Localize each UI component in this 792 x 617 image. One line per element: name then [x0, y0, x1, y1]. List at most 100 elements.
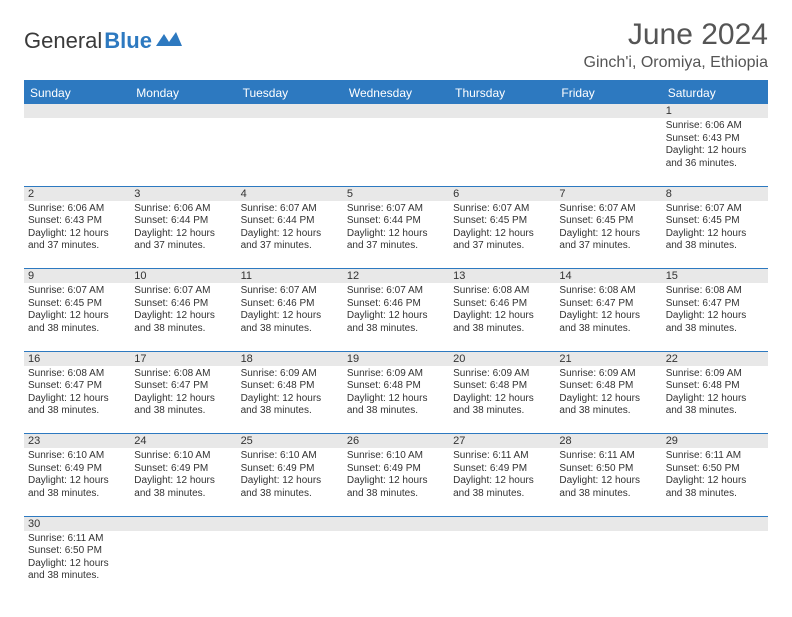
month-title: June 2024	[584, 18, 768, 52]
day-number	[343, 104, 449, 118]
calendar-page: GeneralBlue June 2024 Ginch'i, Oromiya, …	[0, 0, 792, 617]
day-cell: Sunrise: 6:10 AMSunset: 6:49 PMDaylight:…	[24, 448, 130, 516]
sunset-line: Sunset: 6:46 PM	[347, 298, 445, 311]
day-number: 7	[555, 186, 661, 201]
day-number: 30	[24, 516, 130, 531]
sunset-line: Sunset: 6:49 PM	[241, 463, 339, 476]
week-row: Sunrise: 6:07 AMSunset: 6:45 PMDaylight:…	[24, 283, 768, 351]
sunrise-line: Sunrise: 6:07 AM	[347, 285, 445, 298]
day-cell: Sunrise: 6:09 AMSunset: 6:48 PMDaylight:…	[449, 366, 555, 434]
day-number: 4	[237, 186, 343, 201]
day-number: 22	[662, 351, 768, 366]
day-cell: Sunrise: 6:07 AMSunset: 6:44 PMDaylight:…	[343, 201, 449, 269]
flag-icon	[156, 28, 182, 54]
day-number: 26	[343, 434, 449, 449]
brand-logo: GeneralBlue	[24, 28, 182, 54]
sunrise-line: Sunrise: 6:08 AM	[134, 368, 232, 381]
sunrise-line: Sunrise: 6:10 AM	[241, 450, 339, 463]
sunset-line: Sunset: 6:48 PM	[666, 380, 764, 393]
daylight-line: Daylight: 12 hours and 38 minutes.	[559, 310, 657, 335]
day-number	[130, 516, 236, 531]
daylight-line: Daylight: 12 hours and 38 minutes.	[347, 475, 445, 500]
sunrise-line: Sunrise: 6:07 AM	[28, 285, 126, 298]
week-row: Sunrise: 6:06 AMSunset: 6:43 PMDaylight:…	[24, 118, 768, 186]
daylight-line: Daylight: 12 hours and 38 minutes.	[666, 310, 764, 335]
sunset-line: Sunset: 6:49 PM	[347, 463, 445, 476]
daylight-line: Daylight: 12 hours and 38 minutes.	[347, 310, 445, 335]
day-cell: Sunrise: 6:06 AMSunset: 6:43 PMDaylight:…	[24, 201, 130, 269]
daylight-line: Daylight: 12 hours and 38 minutes.	[241, 475, 339, 500]
day-cell: Sunrise: 6:10 AMSunset: 6:49 PMDaylight:…	[130, 448, 236, 516]
daylight-line: Daylight: 12 hours and 38 minutes.	[453, 393, 551, 418]
sunrise-line: Sunrise: 6:11 AM	[28, 533, 126, 546]
day-number: 29	[662, 434, 768, 449]
sunrise-line: Sunrise: 6:11 AM	[559, 450, 657, 463]
daylight-line: Daylight: 12 hours and 38 minutes.	[559, 393, 657, 418]
sunset-line: Sunset: 6:45 PM	[666, 215, 764, 228]
sunrise-line: Sunrise: 6:11 AM	[453, 450, 551, 463]
sunrise-line: Sunrise: 6:10 AM	[347, 450, 445, 463]
sunrise-line: Sunrise: 6:09 AM	[453, 368, 551, 381]
day-header: Wednesday	[343, 82, 449, 104]
daylight-line: Daylight: 12 hours and 38 minutes.	[453, 475, 551, 500]
day-cell: Sunrise: 6:07 AMSunset: 6:46 PMDaylight:…	[130, 283, 236, 351]
day-number: 17	[130, 351, 236, 366]
sunset-line: Sunset: 6:45 PM	[453, 215, 551, 228]
day-number	[555, 516, 661, 531]
sunrise-line: Sunrise: 6:07 AM	[241, 285, 339, 298]
day-cell: Sunrise: 6:09 AMSunset: 6:48 PMDaylight:…	[237, 366, 343, 434]
sunrise-line: Sunrise: 6:08 AM	[28, 368, 126, 381]
day-cell: Sunrise: 6:07 AMSunset: 6:45 PMDaylight:…	[555, 201, 661, 269]
sunset-line: Sunset: 6:46 PM	[241, 298, 339, 311]
day-number: 2	[24, 186, 130, 201]
day-number: 28	[555, 434, 661, 449]
day-cell	[343, 118, 449, 186]
day-cell: Sunrise: 6:08 AMSunset: 6:47 PMDaylight:…	[130, 366, 236, 434]
sunset-line: Sunset: 6:43 PM	[28, 215, 126, 228]
day-cell: Sunrise: 6:11 AMSunset: 6:50 PMDaylight:…	[24, 531, 130, 599]
day-cell: Sunrise: 6:09 AMSunset: 6:48 PMDaylight:…	[343, 366, 449, 434]
daylight-line: Daylight: 12 hours and 38 minutes.	[347, 393, 445, 418]
sunrise-line: Sunrise: 6:07 AM	[241, 203, 339, 216]
day-cell: Sunrise: 6:10 AMSunset: 6:49 PMDaylight:…	[237, 448, 343, 516]
day-number: 10	[130, 269, 236, 284]
sunrise-line: Sunrise: 6:08 AM	[453, 285, 551, 298]
daylight-line: Daylight: 12 hours and 38 minutes.	[559, 475, 657, 500]
day-number: 16	[24, 351, 130, 366]
week-row: Sunrise: 6:11 AMSunset: 6:50 PMDaylight:…	[24, 531, 768, 599]
day-number	[449, 104, 555, 118]
daylight-line: Daylight: 12 hours and 38 minutes.	[241, 310, 339, 335]
week-row: Sunrise: 6:06 AMSunset: 6:43 PMDaylight:…	[24, 201, 768, 269]
day-number	[237, 516, 343, 531]
day-cell	[343, 531, 449, 599]
day-number: 3	[130, 186, 236, 201]
daynum-row: 30	[24, 516, 768, 531]
sunrise-line: Sunrise: 6:09 AM	[241, 368, 339, 381]
sunrise-line: Sunrise: 6:07 AM	[347, 203, 445, 216]
daynum-row: 1	[24, 104, 768, 118]
day-cell	[662, 531, 768, 599]
day-number	[555, 104, 661, 118]
day-cell: Sunrise: 6:11 AMSunset: 6:49 PMDaylight:…	[449, 448, 555, 516]
day-number: 23	[24, 434, 130, 449]
day-cell	[237, 118, 343, 186]
day-header-row: SundayMondayTuesdayWednesdayThursdayFrid…	[24, 82, 768, 104]
day-number: 21	[555, 351, 661, 366]
daylight-line: Daylight: 12 hours and 38 minutes.	[28, 310, 126, 335]
day-number: 20	[449, 351, 555, 366]
day-number: 13	[449, 269, 555, 284]
day-cell	[555, 531, 661, 599]
daylight-line: Daylight: 12 hours and 37 minutes.	[241, 228, 339, 253]
day-number: 25	[237, 434, 343, 449]
day-number	[130, 104, 236, 118]
sunset-line: Sunset: 6:43 PM	[666, 133, 764, 146]
day-number: 5	[343, 186, 449, 201]
sunset-line: Sunset: 6:44 PM	[347, 215, 445, 228]
sunrise-line: Sunrise: 6:06 AM	[134, 203, 232, 216]
day-cell	[130, 531, 236, 599]
daylight-line: Daylight: 12 hours and 37 minutes.	[28, 228, 126, 253]
sunset-line: Sunset: 6:48 PM	[241, 380, 339, 393]
calendar-table: SundayMondayTuesdayWednesdayThursdayFrid…	[24, 82, 768, 599]
sunset-line: Sunset: 6:47 PM	[666, 298, 764, 311]
sunrise-line: Sunrise: 6:06 AM	[666, 120, 764, 133]
